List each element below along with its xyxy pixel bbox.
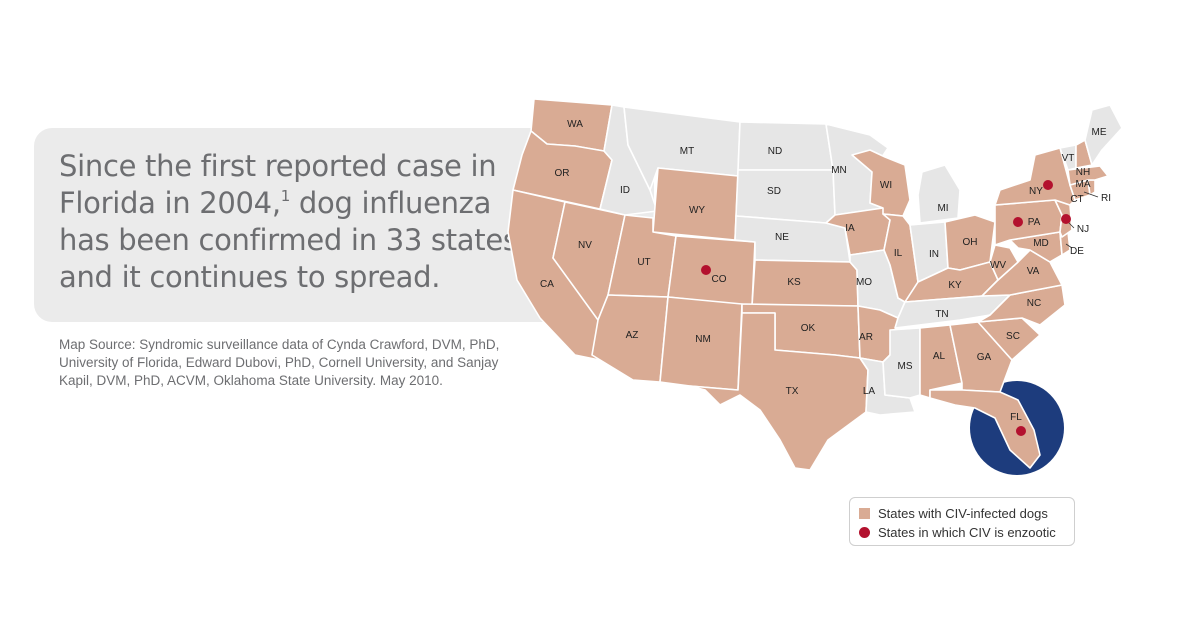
state-label-nc: NC bbox=[1027, 298, 1041, 309]
enzootic-markers bbox=[701, 180, 1071, 436]
state-label-ut: UT bbox=[637, 257, 650, 268]
state-me bbox=[1084, 104, 1123, 166]
state-label-ca: CA bbox=[540, 279, 554, 290]
enzootic-dot-pa bbox=[1013, 217, 1023, 227]
headline: Since the first reported case in Florida… bbox=[59, 148, 539, 296]
state-nd bbox=[737, 121, 834, 171]
state-ks bbox=[751, 259, 859, 307]
state-label-mo: MO bbox=[856, 277, 872, 288]
state-label-co: CO bbox=[712, 274, 727, 285]
state-sd bbox=[735, 169, 836, 224]
state-label-az: AZ bbox=[626, 330, 639, 341]
state-label-ga: GA bbox=[977, 352, 992, 363]
state-wy bbox=[652, 167, 739, 241]
state-label-ri: RI bbox=[1101, 193, 1111, 204]
headline-text: Florida in 2004, bbox=[59, 186, 281, 220]
headline-line: and it continues to spread. bbox=[59, 260, 441, 294]
state-label-nh: NH bbox=[1076, 167, 1090, 178]
state-label-sd: SD bbox=[767, 186, 781, 197]
state-label-wy: WY bbox=[689, 205, 705, 216]
state-label-ms: MS bbox=[898, 361, 913, 372]
map-source-note: Map Source: Syndromic surveillance data … bbox=[59, 336, 529, 390]
enzootic-dot-co bbox=[701, 265, 711, 275]
state-label-ct: CT bbox=[1070, 194, 1083, 205]
state-co bbox=[667, 235, 756, 307]
state-mi bbox=[917, 164, 961, 224]
headline-line: Florida in 2004,1 dog influenza bbox=[59, 185, 539, 222]
map-legend: States with CIV-infected dogs States in … bbox=[849, 497, 1075, 546]
state-label-va: VA bbox=[1027, 266, 1040, 277]
enzootic-dot-nj bbox=[1061, 214, 1071, 224]
state-label-wv: WV bbox=[990, 260, 1006, 271]
state-label-tx: TX bbox=[786, 386, 799, 397]
enzootic-dot-ny bbox=[1043, 180, 1053, 190]
state-label-md: MD bbox=[1033, 238, 1049, 249]
state-label-ar: AR bbox=[859, 332, 873, 343]
legend-item-infected: States with CIV-infected dogs bbox=[859, 504, 1074, 523]
state-il bbox=[882, 213, 919, 303]
state-label-mn: MN bbox=[831, 165, 847, 176]
state-label-ma: MA bbox=[1076, 179, 1091, 190]
state-label-wi: WI bbox=[880, 180, 892, 191]
legend-item-enzootic: States in which CIV is enzootic bbox=[859, 523, 1074, 542]
legend-label-enzootic: States in which CIV is enzootic bbox=[878, 525, 1056, 540]
state-label-ky: KY bbox=[948, 280, 962, 291]
state-label-nm: NM bbox=[695, 334, 711, 345]
source-line: University of Florida, Edward Dubovi, Ph… bbox=[59, 355, 499, 370]
state-label-la: LA bbox=[863, 386, 876, 397]
state-label-il: IL bbox=[894, 248, 903, 259]
state-label-ia: IA bbox=[845, 223, 855, 234]
state-label-ok: OK bbox=[801, 323, 816, 334]
state-label-oh: OH bbox=[963, 237, 978, 248]
headline-line: Since the first reported case in bbox=[59, 149, 497, 183]
state-fl bbox=[929, 389, 1041, 469]
state-labels: WA OR CA ID NV MT WY UT CO AZ NM ND SD N… bbox=[540, 119, 1111, 423]
state-wv bbox=[989, 244, 1019, 281]
state-label-fl: FL bbox=[1010, 412, 1022, 423]
state-label-sc: SC bbox=[1006, 331, 1020, 342]
state-label-id: ID bbox=[620, 185, 630, 196]
legend-label-infected: States with CIV-infected dogs bbox=[878, 506, 1048, 521]
state-label-de: DE bbox=[1070, 246, 1084, 257]
state-label-wa: WA bbox=[567, 119, 583, 130]
source-line: Map Source: Syndromic surveillance data … bbox=[59, 337, 500, 352]
state-label-ny: NY bbox=[1029, 186, 1043, 197]
footnote-marker: 1 bbox=[280, 187, 291, 205]
state-label-ne: NE bbox=[775, 232, 789, 243]
state-label-tn: TN bbox=[935, 309, 948, 320]
state-label-nj: NJ bbox=[1077, 224, 1089, 235]
state-label-in: IN bbox=[929, 249, 939, 260]
state-label-me: ME bbox=[1092, 127, 1107, 138]
source-line: Kapil, DVM, PhD, ACVM, Oklahoma State Un… bbox=[59, 373, 443, 388]
state-label-ks: KS bbox=[787, 277, 801, 288]
headline-text: dog influenza bbox=[289, 186, 492, 220]
legend-swatch-infected bbox=[859, 508, 870, 519]
state-label-or: OR bbox=[555, 168, 570, 179]
state-label-pa: PA bbox=[1028, 217, 1041, 228]
state-label-mi: MI bbox=[937, 203, 948, 214]
headline-line: has been confirmed in 33 states bbox=[59, 223, 518, 257]
state-va bbox=[981, 249, 1063, 297]
enzootic-dot-fl bbox=[1016, 426, 1026, 436]
legend-swatch-enzootic bbox=[859, 527, 870, 538]
state-nc bbox=[977, 284, 1066, 326]
state-label-al: AL bbox=[933, 351, 946, 362]
state-label-vt: VT bbox=[1062, 153, 1075, 164]
state-label-nd: ND bbox=[768, 146, 782, 157]
state-label-mt: MT bbox=[680, 146, 694, 157]
state-label-nv: NV bbox=[578, 240, 592, 251]
state-tx bbox=[689, 312, 869, 471]
state-ma bbox=[1067, 165, 1109, 186]
